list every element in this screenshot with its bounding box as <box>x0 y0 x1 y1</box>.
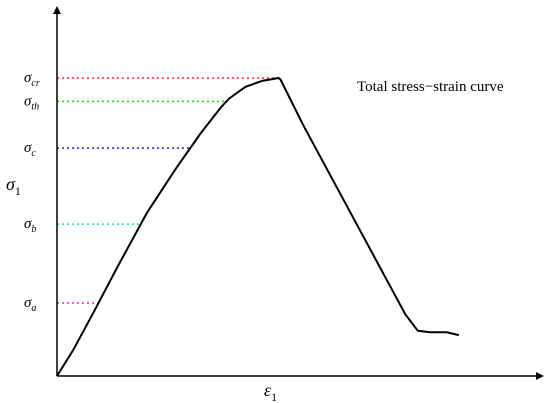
stress-strain-curve <box>56 77 460 377</box>
threshold-label-th: σth <box>24 93 39 112</box>
y-axis-label: σ1 <box>6 174 21 198</box>
annotation-label: Total stress−strain curve <box>357 79 504 95</box>
threshold-label-cr: σcr <box>24 70 40 89</box>
threshold-lines <box>57 77 279 304</box>
threshold-label-b: σb <box>24 216 36 235</box>
threshold-label-c: σc <box>24 140 36 159</box>
threshold-labels: σcr σth σc σb σa <box>24 70 40 314</box>
threshold-label-a: σa <box>24 295 36 314</box>
x-axis-label: ε1 <box>264 380 277 403</box>
